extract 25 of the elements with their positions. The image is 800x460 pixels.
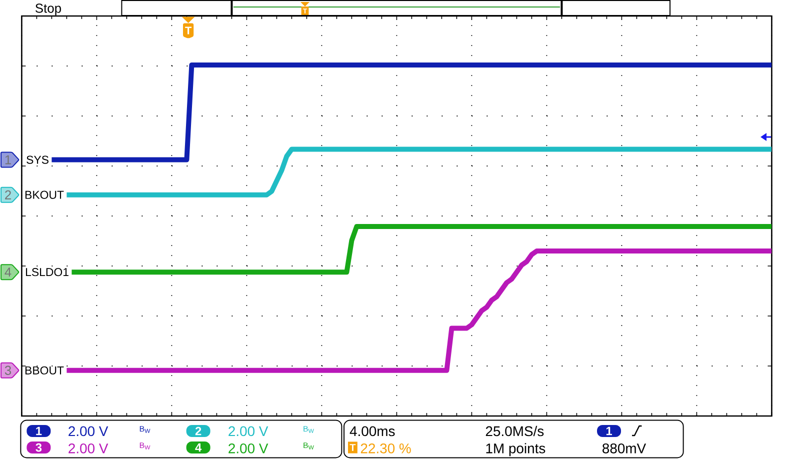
text: 1 — [606, 426, 612, 436]
text: 2.00 V — [228, 426, 268, 436]
text: 2 — [195, 426, 202, 436]
text: Stop — [35, 4, 61, 16]
text: T — [185, 26, 192, 34]
text: 2 — [5, 190, 11, 200]
text: 25.0MS/s — [486, 426, 544, 436]
text: 2.00 V — [68, 426, 108, 436]
text: 22.30 % — [360, 443, 411, 454]
text: 4.00ms — [350, 426, 395, 436]
text: T — [350, 444, 356, 451]
text: 2.00 V — [228, 443, 268, 454]
text: 3 — [36, 443, 42, 452]
text: 4 — [195, 443, 202, 452]
series-label: SYS — [26, 156, 48, 164]
text: 1 — [36, 426, 42, 436]
text: 1 — [5, 155, 11, 164]
text: 1M points — [486, 443, 546, 456]
text: 4 — [4, 268, 12, 277]
text: 3 — [4, 366, 12, 375]
text: 880mV — [602, 443, 646, 454]
legend-label: BKOUT — [25, 190, 64, 199]
text: 2.00 V — [68, 443, 108, 454]
series-label: LSLDO1 — [26, 268, 68, 276]
series-label: BBOUT — [25, 366, 64, 374]
